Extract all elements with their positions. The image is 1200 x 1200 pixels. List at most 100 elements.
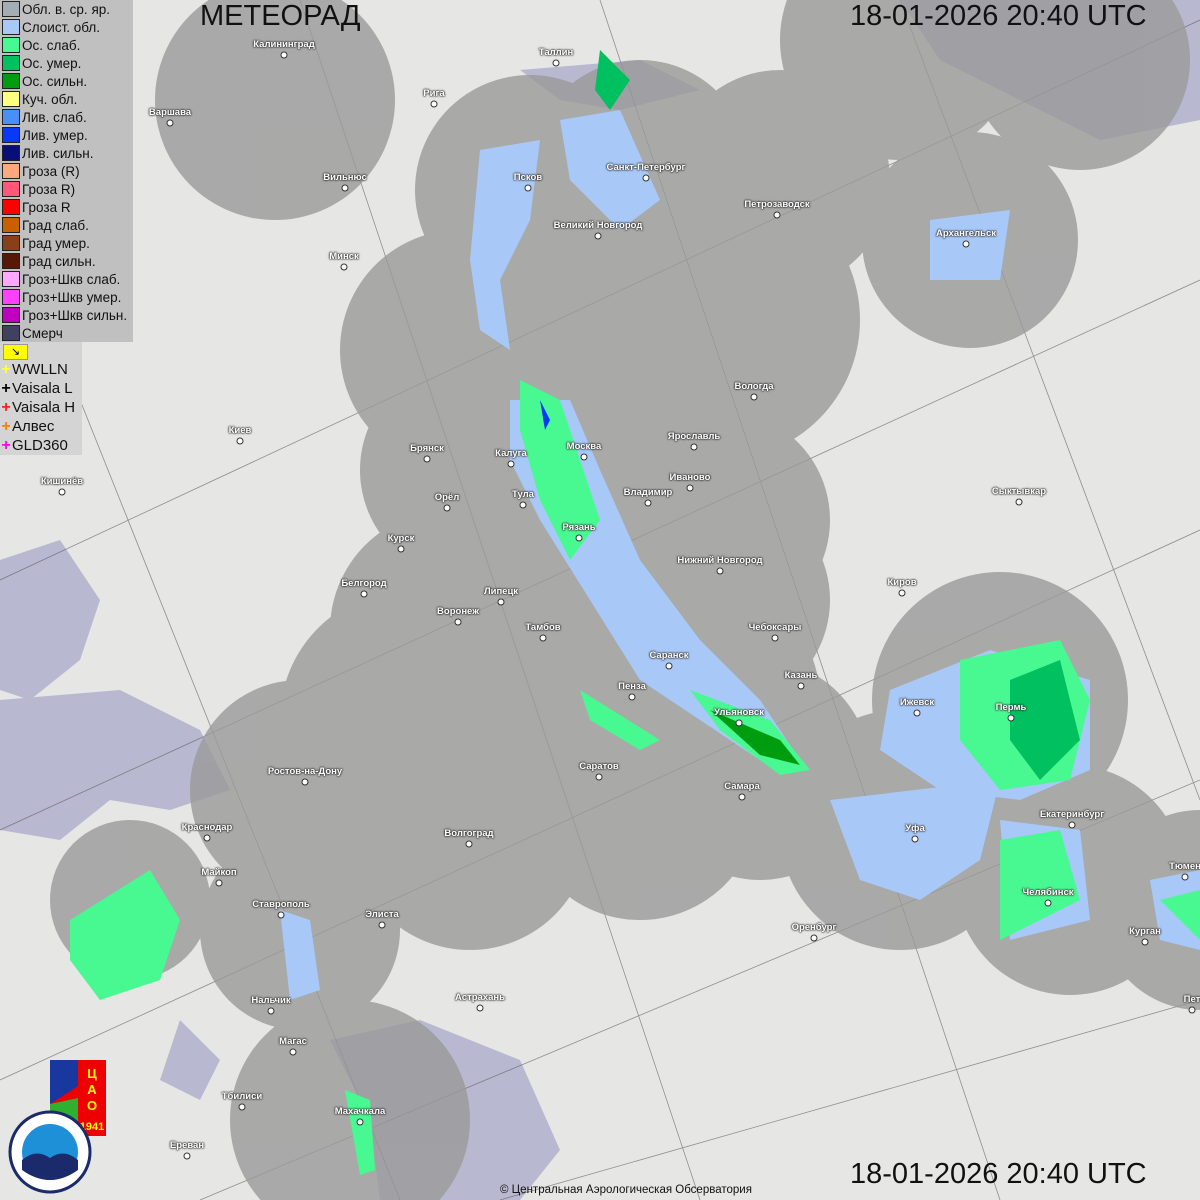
legend-label: Град сильн.: [22, 253, 96, 269]
lightning-source-label: Алвес: [12, 418, 55, 435]
city-label: Ереван: [169, 1140, 205, 1151]
lightning-source[interactable]: + Vaisala L: [0, 379, 82, 398]
legend-label: Гроз+Шкв умер.: [22, 289, 122, 305]
legend-label: Гроз+Шкв сильн.: [22, 307, 128, 323]
city-label: Сыктывкар: [991, 486, 1047, 497]
city-marker-icon: [166, 119, 174, 127]
lightning-source[interactable]: + Vaisala H: [0, 398, 82, 417]
city-label: Ярославль: [667, 431, 721, 442]
city-marker-icon: [238, 1103, 246, 1111]
lightning-source[interactable]: + WWLLN: [0, 360, 82, 379]
legend-swatch: [2, 253, 20, 269]
city-marker-icon: [962, 240, 970, 248]
city-marker-icon: [773, 211, 781, 219]
city-label: Нальчик: [251, 995, 291, 1006]
map-title: МЕТЕОРАД: [200, 0, 361, 32]
city-label: Владимир: [623, 487, 673, 498]
city-label: Уфа: [905, 823, 925, 834]
legend-label: Лив. слаб.: [22, 109, 87, 125]
city-label: Калининград: [253, 39, 315, 50]
city-label: Тбилиси: [221, 1091, 263, 1102]
city-marker-icon: [236, 437, 244, 445]
legend-item: Гроза R: [0, 198, 133, 216]
city-marker-icon: [750, 393, 758, 401]
legend-item: Лив. умер.: [0, 126, 133, 144]
city-marker-icon: [430, 100, 438, 108]
city-label: Астрахань: [455, 992, 505, 1003]
city-marker-icon: [595, 773, 603, 781]
precipitation-echo: [345, 1090, 375, 1175]
city-marker-icon: [423, 455, 431, 463]
precipitation-echo: [470, 140, 540, 350]
city-label: Тула: [512, 489, 534, 500]
legend-item: Гроз+Шкв сильн.: [0, 306, 133, 324]
city-marker-icon: [267, 1007, 275, 1015]
city-label: Москва: [566, 441, 602, 452]
arrow-corner-icon[interactable]: ↘: [3, 344, 28, 360]
city-label: Магас: [279, 1036, 307, 1047]
city-label: Липецк: [483, 586, 519, 597]
city-marker-icon: [443, 504, 451, 512]
city-marker-icon: [911, 835, 919, 843]
legend-label: Гроз+Шкв слаб.: [22, 271, 121, 287]
city-marker-icon: [594, 232, 602, 240]
legend-label: Гроза (R): [22, 163, 80, 179]
city-label: Калуга: [495, 448, 527, 459]
city-marker-icon: [215, 879, 223, 887]
legend-swatch: [2, 325, 20, 341]
legend-item: Гроза (R): [0, 162, 133, 180]
city-marker-icon: [1007, 714, 1015, 722]
lightning-source-label: Vaisala H: [12, 399, 76, 416]
legend-item: Град сильн.: [0, 252, 133, 270]
city-label: Самара: [724, 781, 760, 792]
city-marker-icon: [665, 662, 673, 670]
city-label: Минск: [329, 251, 359, 262]
legend-label: Слоист. обл.: [22, 19, 101, 35]
city-label: Майкоп: [201, 867, 237, 878]
legend-swatch: [2, 181, 20, 197]
legend-item: Град слаб.: [0, 216, 133, 234]
city-marker-icon: [810, 934, 818, 942]
radar-coverage-circle: [1100, 810, 1200, 1010]
legend-label: Лив. сильн.: [22, 145, 94, 161]
legend-swatch: [2, 109, 20, 125]
svg-text:1941: 1941: [80, 1121, 104, 1133]
city-label: Псков: [513, 172, 543, 183]
city-label: Ставрополь: [252, 899, 310, 910]
lightning-source-label: WWLLN: [12, 361, 68, 378]
radar-coverage-circle: [155, 0, 395, 220]
city-marker-icon: [628, 693, 636, 701]
legend-item: Обл. в. ср. яр.: [0, 0, 133, 18]
city-marker-icon: [690, 443, 698, 451]
city-marker-icon: [301, 778, 309, 786]
legend-label: Ос. сильн.: [22, 73, 88, 89]
legend-item: Куч. обл.: [0, 90, 133, 108]
city-label: Кишинёв: [40, 476, 84, 487]
legend-label: Град слаб.: [22, 217, 89, 233]
precipitation-echo: [70, 870, 180, 1000]
lightning-legend: ↘ + WWLLN + Vaisala L + Vaisala H + Алвес + GLD36…: [0, 342, 82, 455]
radar-coverage-circle: [780, 0, 1020, 160]
city-marker-icon: [341, 184, 349, 192]
city-marker-icon: [524, 184, 532, 192]
legend-swatch: [2, 289, 20, 305]
legend-label: Смерч: [22, 325, 63, 341]
legend-label: Гроза R): [22, 181, 76, 197]
city-label: Орёл: [434, 492, 460, 503]
lightning-source[interactable]: + Алвес: [0, 417, 82, 436]
lightning-source[interactable]: + GLD360: [0, 436, 82, 455]
city-marker-icon: [735, 719, 743, 727]
legend-label: Гроза R: [22, 199, 71, 215]
cao-logo-text: Ц: [87, 1066, 97, 1081]
city-label: Рига: [423, 88, 445, 99]
city-marker-icon: [642, 174, 650, 182]
precipitation-echo: [280, 910, 320, 1000]
legend-label: Куч. обл.: [22, 91, 78, 107]
precipitation-echo: [1010, 660, 1080, 780]
legend-swatch: [2, 199, 20, 215]
legend-item: Слоист. обл.: [0, 18, 133, 36]
legend-swatch: [2, 73, 20, 89]
city-label: Чебоксары: [748, 622, 802, 633]
city-label: Петрозаводск: [744, 199, 810, 210]
